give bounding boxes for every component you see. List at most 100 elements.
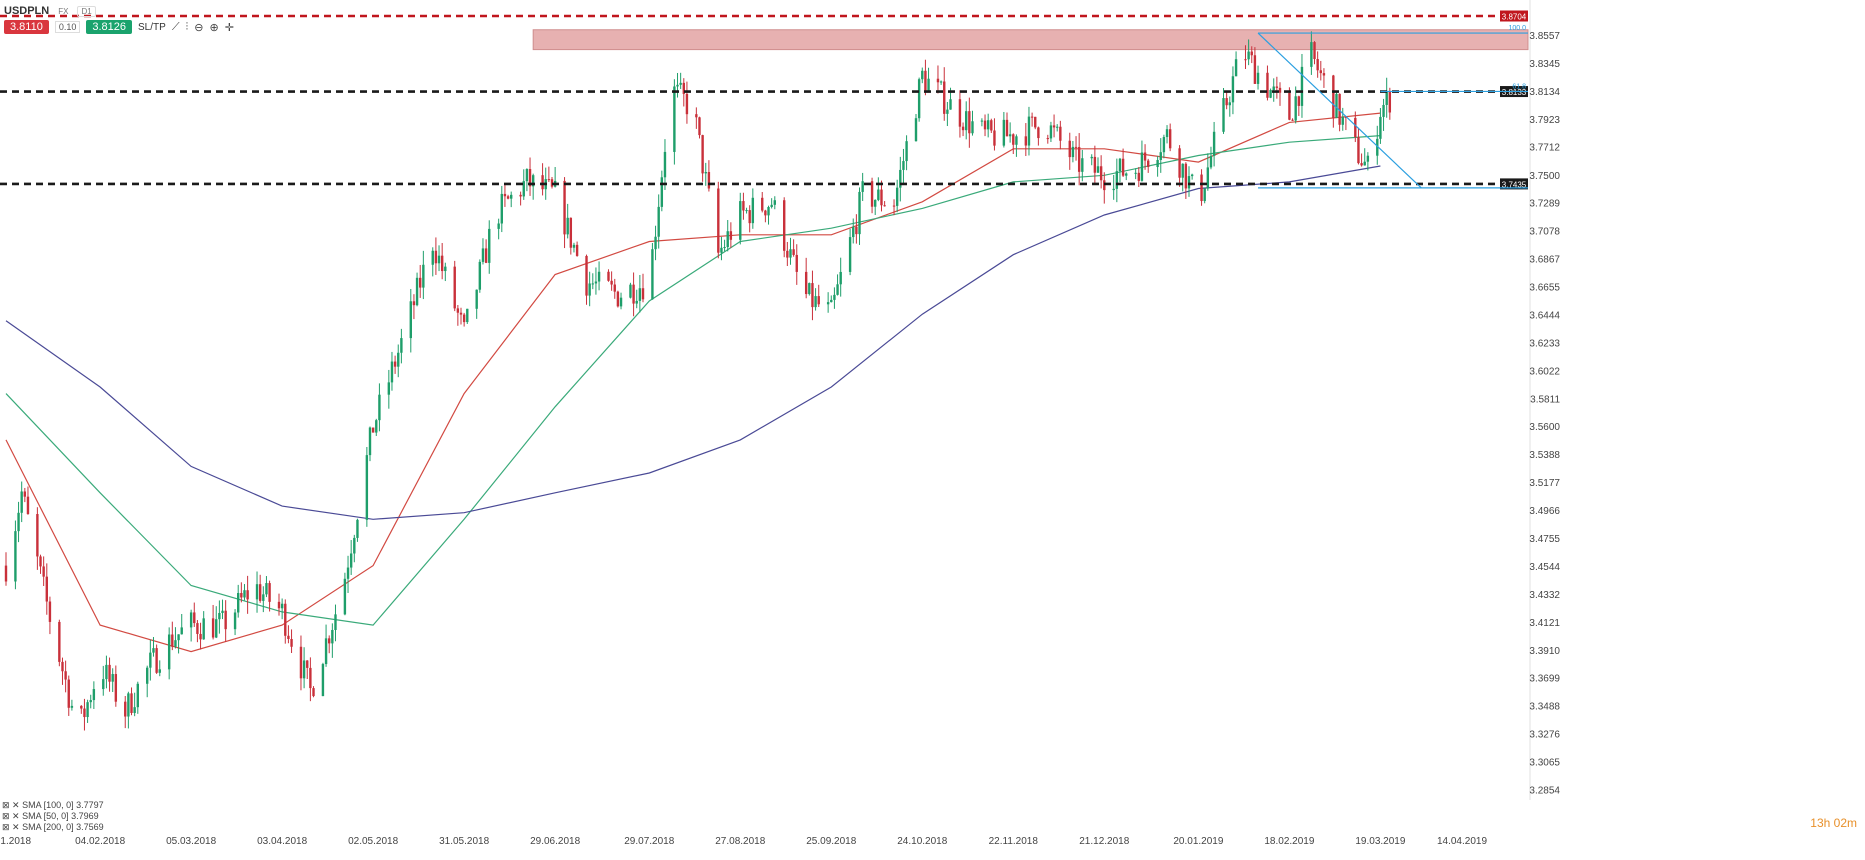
sell-price-button[interactable]: 3.8110	[4, 20, 49, 34]
candle-body	[155, 648, 158, 673]
candle-body	[456, 308, 460, 313]
candle-body	[1147, 160, 1150, 168]
interval-select[interactable]: D1	[77, 5, 96, 17]
candle	[880, 180, 883, 212]
candle-body	[1077, 147, 1081, 172]
candle	[409, 288, 412, 353]
candle-body	[971, 121, 974, 134]
candle-body	[371, 427, 375, 433]
candle	[1272, 78, 1275, 102]
sltp-button[interactable]: SL/TP	[138, 21, 166, 33]
candle-body	[1008, 134, 1012, 137]
legend-item-sma100[interactable]: ⊠ ✕ SMA [100, 0] 3.7797	[2, 800, 104, 811]
candle-body	[149, 652, 152, 668]
candle	[321, 662, 325, 697]
candle	[371, 427, 375, 433]
candle	[215, 606, 218, 639]
candle-body	[331, 629, 334, 644]
candles-icon[interactable]: ⫶	[185, 20, 189, 33]
candle-body	[1178, 148, 1181, 178]
candle-body	[1005, 119, 1009, 137]
legend-item-sma50[interactable]: ⊠ ✕ SMA [50, 0] 3.7969	[2, 811, 104, 822]
candle	[1376, 125, 1379, 165]
zoom-out-icon[interactable]: ⊖	[194, 21, 204, 34]
buy-price-button[interactable]: 3.8126	[86, 20, 133, 34]
close-icon[interactable]: ⊠ ✕	[2, 811, 20, 821]
crosshair-icon[interactable]: ✛	[224, 21, 234, 34]
candle	[1156, 155, 1159, 177]
candle	[312, 686, 315, 698]
candle-body	[1247, 51, 1250, 60]
candle	[547, 166, 551, 183]
candle-body	[497, 223, 500, 229]
candle	[431, 247, 434, 277]
candle-body	[237, 593, 240, 613]
x-tick-label: 14.04.2019	[1437, 836, 1487, 847]
candle	[146, 665, 149, 698]
candle-body	[1363, 161, 1366, 166]
candle-body	[808, 283, 811, 295]
candle-body	[764, 210, 767, 216]
candle-body	[481, 248, 485, 262]
candle-body	[830, 299, 833, 303]
candle-body	[189, 612, 193, 628]
candle-body	[701, 135, 704, 174]
candle	[939, 80, 943, 85]
y-tick-label: 3.5388	[1529, 450, 1560, 461]
candle	[500, 185, 503, 233]
line-tool-icon[interactable]: ⟋	[171, 20, 180, 33]
candle-body	[1200, 174, 1203, 202]
candle	[789, 237, 792, 265]
candle-body	[936, 78, 940, 83]
candle-body	[1068, 140, 1071, 158]
candle-body	[1046, 138, 1049, 140]
candle-body	[1332, 75, 1335, 118]
y-tick-label: 3.6022	[1529, 366, 1560, 377]
candle-body	[102, 679, 105, 690]
candle	[707, 160, 711, 192]
candle-body	[437, 255, 441, 264]
candle-body	[108, 664, 111, 682]
candle-body	[641, 288, 645, 300]
legend-value: 3.7969	[71, 811, 99, 821]
candle	[290, 629, 293, 654]
y-tick-label: 3.6655	[1529, 283, 1560, 294]
candle-body	[462, 314, 466, 323]
close-icon[interactable]: ⊠ ✕	[2, 800, 20, 810]
candle-body	[1071, 146, 1075, 158]
candle	[393, 355, 397, 374]
candle-body	[277, 601, 281, 609]
zoom-in-icon[interactable]: ⊕	[209, 21, 219, 34]
candle	[717, 181, 720, 259]
candle	[64, 660, 67, 693]
candle	[591, 273, 594, 290]
candle	[685, 81, 689, 124]
candle	[528, 157, 532, 196]
candle-body	[1272, 86, 1275, 91]
candle	[1379, 107, 1382, 144]
y-tick-label: 3.3910	[1529, 646, 1560, 657]
candle-body	[1190, 174, 1194, 177]
candle-body	[284, 603, 287, 636]
candle	[1027, 106, 1031, 156]
candle-body	[368, 427, 372, 456]
candle	[1118, 157, 1122, 183]
candle-body	[484, 248, 488, 263]
candle-body	[434, 250, 438, 264]
level-label-text: 3.7435	[1502, 180, 1527, 189]
candle-body	[61, 661, 64, 672]
candle	[770, 198, 773, 209]
close-icon[interactable]: ⊠ ✕	[2, 822, 20, 832]
candle	[990, 118, 993, 133]
candle	[497, 218, 500, 240]
candle-body	[986, 120, 990, 130]
legend-label: SMA [200, 0]	[22, 822, 74, 832]
legend-item-sma200[interactable]: ⊠ ✕ SMA [200, 0] 3.7569	[2, 822, 104, 833]
candle-body	[1140, 152, 1144, 181]
candle-body	[852, 226, 855, 238]
candle	[569, 217, 573, 255]
candle-body	[1322, 73, 1326, 76]
candle	[1184, 162, 1188, 199]
